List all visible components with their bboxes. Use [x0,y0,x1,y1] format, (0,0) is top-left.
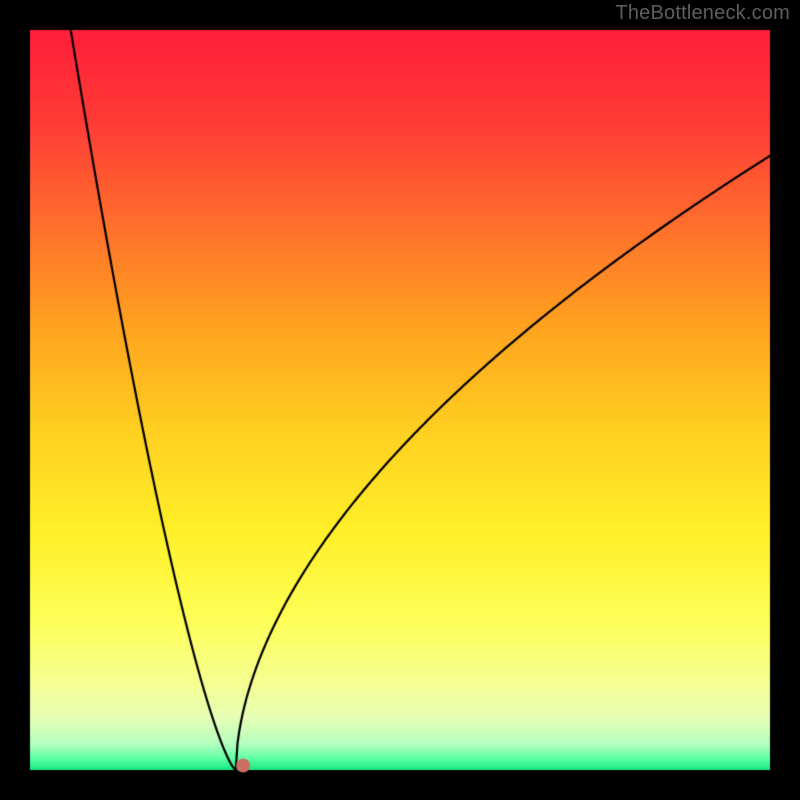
chart-stage: TheBottleneck.com [0,0,800,800]
plot-canvas [0,0,800,800]
watermark-text: TheBottleneck.com [615,2,790,25]
